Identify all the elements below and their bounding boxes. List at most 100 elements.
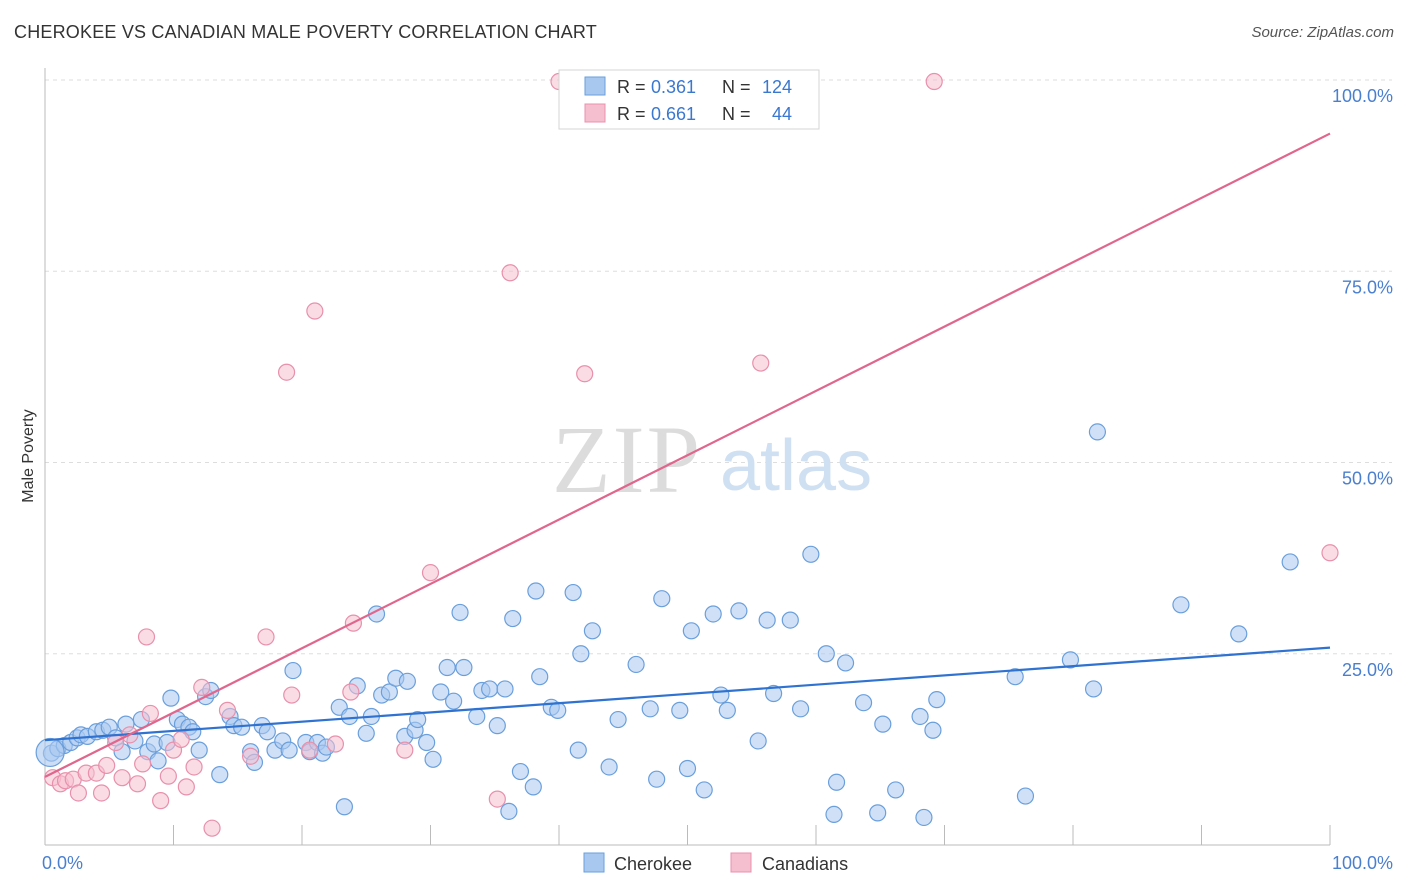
cherokee-point bbox=[531, 668, 549, 686]
cherokee-point bbox=[162, 689, 180, 707]
cherokee-point bbox=[695, 781, 713, 799]
cherokee-point bbox=[572, 645, 590, 663]
x-tick-labels: 0.0% 100.0% bbox=[42, 853, 1393, 873]
canadians-point bbox=[128, 775, 147, 793]
y-tick-label: 50.0% bbox=[1342, 469, 1393, 489]
canadians-point bbox=[98, 756, 116, 775]
canadians-point bbox=[306, 302, 324, 320]
legend-r-value-canadians: 0.661 bbox=[651, 104, 696, 124]
cherokee-point bbox=[915, 808, 933, 827]
legend-r-label-1: R = bbox=[617, 77, 646, 97]
legend-n-value-cherokee: 124 bbox=[762, 77, 792, 97]
cherokee-point bbox=[583, 622, 602, 640]
cherokee-point bbox=[481, 680, 499, 698]
cherokee-point bbox=[398, 672, 416, 690]
canadians-point bbox=[342, 683, 360, 701]
canadians-point bbox=[141, 704, 159, 723]
canadians-point bbox=[113, 769, 131, 787]
canadians-point bbox=[92, 784, 111, 802]
legend: R = 0.361 N = 124 R = 0.661 N = 44 bbox=[558, 69, 820, 130]
cherokee-point bbox=[1230, 625, 1248, 643]
cherokee-point bbox=[380, 683, 398, 701]
cherokee-point bbox=[825, 805, 843, 824]
cherokee-point bbox=[609, 710, 627, 729]
cherokee-point bbox=[280, 741, 298, 759]
y-tick-label: 75.0% bbox=[1342, 277, 1393, 297]
cherokee-point bbox=[1084, 680, 1103, 698]
canadians-point bbox=[203, 819, 221, 837]
watermark: ZIP atlas bbox=[552, 406, 872, 513]
chart-title: CHEROKEE VS CANADIAN MALE POVERTY CORREL… bbox=[14, 22, 597, 42]
cherokee-point bbox=[682, 622, 700, 640]
cherokee-point bbox=[648, 770, 666, 788]
cherokee-point bbox=[527, 582, 545, 600]
legend-r-label-2: R = bbox=[617, 104, 646, 124]
canadians-point bbox=[137, 628, 156, 646]
cherokee-point bbox=[149, 752, 167, 770]
x-tick-label: 0.0% bbox=[42, 853, 83, 873]
cherokee-point bbox=[802, 545, 820, 563]
cherokee-point bbox=[836, 654, 855, 672]
x-tick-label: 100.0% bbox=[1332, 853, 1393, 873]
cherokee-point bbox=[1088, 423, 1107, 441]
bottom-legend: Cherokee Canadians bbox=[583, 852, 848, 874]
cherokee-point bbox=[357, 724, 375, 742]
canadians-point bbox=[177, 778, 195, 796]
cherokee-point bbox=[887, 781, 905, 799]
canadians-points bbox=[44, 72, 1339, 837]
cherokee-point-large bbox=[35, 737, 65, 768]
cherokee-point bbox=[817, 645, 835, 663]
canadians-point bbox=[134, 755, 152, 773]
cherokee-point bbox=[641, 700, 659, 718]
cherokee-point bbox=[911, 707, 929, 726]
canadians-point bbox=[752, 354, 770, 372]
legend-swatch-canadians bbox=[584, 103, 606, 123]
cherokee-point bbox=[468, 707, 486, 726]
cherokee-trend-line bbox=[44, 646, 1331, 742]
canadians-point bbox=[421, 564, 440, 582]
canadians-point bbox=[152, 792, 170, 810]
canadians-point bbox=[326, 735, 345, 753]
cherokee-point bbox=[258, 723, 276, 741]
y-tick-label: 100.0% bbox=[1332, 86, 1393, 106]
source-label: Source: ZipAtlas.com bbox=[1251, 24, 1394, 41]
cherokee-point bbox=[869, 804, 887, 822]
cherokee-point bbox=[511, 762, 530, 781]
canadians-point bbox=[301, 741, 319, 759]
canadians-point bbox=[159, 767, 177, 785]
bottom-legend-swatch-cherokee bbox=[583, 852, 605, 873]
canadians-point bbox=[193, 678, 211, 697]
cherokee-point bbox=[764, 684, 783, 703]
legend-r-value-cherokee: 0.361 bbox=[651, 77, 696, 97]
cherokee-point bbox=[791, 700, 810, 718]
cherokee-point bbox=[749, 732, 767, 750]
canadians-point bbox=[925, 72, 943, 91]
axes bbox=[44, 68, 1331, 846]
legend-swatch-cherokee bbox=[584, 76, 606, 96]
cherokee-point bbox=[418, 733, 436, 752]
cherokee-point bbox=[432, 683, 450, 701]
y-axis-label: Male Poverty bbox=[20, 409, 37, 502]
canadians-point bbox=[1321, 544, 1339, 562]
cherokee-point bbox=[1281, 553, 1299, 571]
cherokee-point bbox=[827, 773, 846, 791]
bottom-legend-canadians: Canadians bbox=[762, 854, 848, 874]
canadians-point bbox=[396, 741, 414, 759]
canadians-point bbox=[488, 790, 506, 808]
canadians-point bbox=[576, 365, 594, 383]
cherokee-point bbox=[524, 778, 542, 796]
cherokee-point bbox=[1006, 668, 1024, 686]
cherokee-point bbox=[1016, 787, 1035, 805]
cherokee-point bbox=[1172, 596, 1190, 614]
cherokee-point bbox=[781, 611, 799, 629]
cherokee-point bbox=[438, 658, 456, 677]
cherokee-point bbox=[653, 590, 671, 608]
cherokee-point bbox=[854, 694, 873, 712]
canadians-point bbox=[242, 747, 260, 765]
canadians-point bbox=[257, 628, 275, 646]
cherokee-point bbox=[211, 766, 229, 784]
cherokee-point bbox=[488, 717, 506, 735]
cherokee-point bbox=[424, 750, 442, 768]
legend-n-label-2: N = bbox=[722, 104, 751, 124]
